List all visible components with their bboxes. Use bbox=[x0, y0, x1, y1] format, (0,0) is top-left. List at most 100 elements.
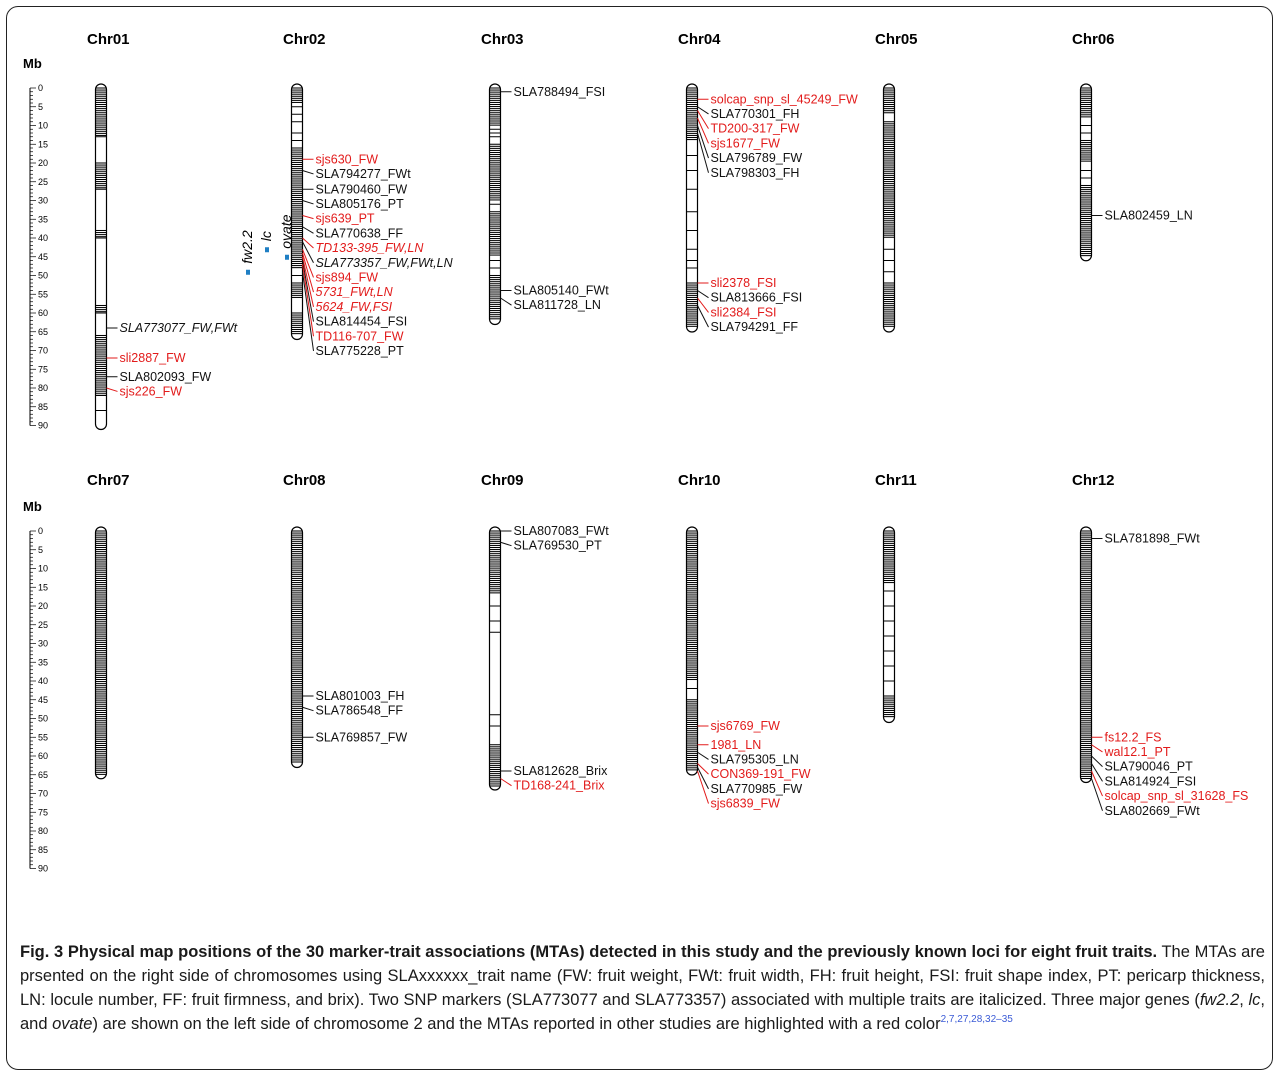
marker-connector bbox=[302, 249, 314, 278]
marker-label: SLA786548_FF bbox=[316, 704, 404, 718]
chromosome-title: Chr03 bbox=[481, 31, 524, 48]
axis-tick-label: 5 bbox=[38, 545, 43, 555]
caption-gene-fw22: fw2.2 bbox=[1199, 991, 1240, 1009]
marker-label: SLA775228_PT bbox=[316, 344, 405, 358]
marker-connector bbox=[697, 110, 709, 129]
marker-connector bbox=[697, 305, 709, 328]
chromosome-bar bbox=[882, 526, 896, 724]
axis-tick-label: 5 bbox=[38, 102, 43, 112]
marker-label: SLA773357_FW,FWt,LN bbox=[316, 256, 454, 270]
marker-label: SLA781898_FWt bbox=[1105, 532, 1201, 546]
caption-sep: , and bbox=[20, 991, 1265, 1033]
marker-label: SLA795305_LN bbox=[711, 752, 799, 766]
marker-label: wal12.1_PT bbox=[1104, 745, 1171, 759]
marker-label: SLA770985_FW bbox=[711, 782, 803, 796]
marker-connector bbox=[500, 297, 512, 306]
marker-label: sjs630_FW bbox=[316, 152, 379, 166]
axis-tick-label: 30 bbox=[38, 639, 48, 649]
marker-label: SLA802459_LN bbox=[1105, 209, 1193, 223]
marker-label: SLA814454_FSI bbox=[316, 315, 408, 329]
marker-connector bbox=[1091, 744, 1103, 753]
chromosome-chr05: Chr05 bbox=[875, 31, 918, 333]
marker-label: SLA796789_FW bbox=[711, 151, 803, 165]
gene-marker bbox=[285, 254, 289, 260]
chromosome-chr03: Chr03 SLA788494_FSI SLA805140_FWtSLA811728… bbox=[481, 31, 609, 326]
marker-connector bbox=[302, 256, 314, 307]
axis-tick-label: 55 bbox=[38, 289, 48, 299]
axis-tick-label: 15 bbox=[38, 139, 48, 149]
marker-connector bbox=[302, 237, 314, 249]
axis-tick-label: 15 bbox=[38, 582, 48, 592]
marker-connector bbox=[302, 271, 314, 352]
marker-connector bbox=[697, 132, 709, 173]
axis-tick-label: 25 bbox=[38, 177, 48, 187]
marker-label: SLA811728_LN bbox=[514, 298, 601, 312]
marker-connector bbox=[106, 387, 118, 392]
chromosome-title: Chr01 bbox=[87, 31, 130, 48]
axis-tick-label: 45 bbox=[38, 252, 48, 262]
caption-gene-ovate: ovate bbox=[52, 1015, 93, 1033]
marker-label: SLA794277_FWt bbox=[316, 167, 412, 181]
figure-caption: Fig. 3 Physical map positions of the 30 … bbox=[20, 940, 1265, 1036]
marker-label: SLA812628_Brix bbox=[514, 764, 609, 778]
chromosome-title: Chr08 bbox=[283, 472, 326, 489]
axis-tick-label: 10 bbox=[38, 564, 48, 574]
marker-label: SLA769530_PT bbox=[514, 539, 603, 553]
marker-label: CON369-191_FW bbox=[711, 767, 811, 781]
chromosome-chr10: Chr10 sjs6769_FW 1981_LNSLA795305_LNCON369… bbox=[678, 472, 811, 811]
marker-label: solcap_snp_sl_31628_FS bbox=[1105, 789, 1249, 803]
axis-tick-label: 35 bbox=[38, 214, 48, 224]
marker-connector bbox=[1091, 778, 1103, 811]
axis-tick-label: 85 bbox=[38, 402, 48, 412]
marker-label: SLA790460_FW bbox=[316, 182, 408, 196]
caption-text: The MTAs are prsented on the right side … bbox=[20, 943, 1265, 1009]
marker-label: sjs6839_FW bbox=[711, 797, 781, 811]
marker-connector bbox=[697, 125, 709, 159]
marker-label: sjs639_PT bbox=[316, 212, 375, 226]
axis-tick-label: 40 bbox=[38, 676, 48, 686]
marker-label: fs12.2_FS bbox=[1105, 730, 1162, 744]
marker-connector bbox=[302, 264, 314, 337]
axis-tick-label: 70 bbox=[38, 789, 48, 799]
marker-label: sjs6769_FW bbox=[711, 719, 781, 733]
axis-tick-label: 50 bbox=[38, 714, 48, 724]
marker-connector bbox=[302, 252, 314, 293]
marker-connector bbox=[697, 117, 709, 144]
axis-tick-label: 20 bbox=[38, 601, 48, 611]
chromosome-chr06: Chr06 SLA802459_LN bbox=[1072, 31, 1193, 262]
marker-label: SLA798303_FH bbox=[711, 166, 800, 180]
marker-connector bbox=[302, 170, 314, 175]
caption-gene-lc: lc bbox=[1248, 991, 1261, 1009]
marker-label: sli2378_FSI bbox=[711, 276, 777, 290]
chromosome-title: Chr06 bbox=[1072, 31, 1115, 48]
marker-connector bbox=[302, 241, 314, 263]
physical-map: Mb051015202530354045505560657075808590Mb… bbox=[23, 31, 1248, 874]
marker-label: SLA802669_FWt bbox=[1105, 804, 1201, 818]
axis-tick-label: 0 bbox=[38, 526, 43, 536]
chromosome-chr04: Chr04 solcap_snp_sl_45249_FWSLA770301_FHT… bbox=[678, 31, 858, 334]
marker-connector bbox=[500, 541, 512, 547]
axis-tick-label: 90 bbox=[38, 421, 48, 431]
caption-sep: , bbox=[1239, 991, 1249, 1009]
axis-tick-label: 80 bbox=[38, 383, 48, 393]
marker-label: SLA790046_PT bbox=[1105, 760, 1194, 774]
chromosome-chr02: Chr02sjs630_FWSLA794277_FWtSLA790460_FWS… bbox=[239, 31, 454, 358]
marker-connector bbox=[302, 215, 314, 220]
marker-label: sjs894_FW bbox=[316, 270, 379, 284]
axis-tick-label: 10 bbox=[38, 121, 48, 131]
marker-connector bbox=[1091, 763, 1103, 782]
marker-connector bbox=[697, 106, 709, 115]
axis-tick-label: 35 bbox=[38, 657, 48, 667]
axis-tick-label: 75 bbox=[38, 364, 48, 374]
gene-label: lc bbox=[258, 231, 274, 241]
marker-label: SLA801003_FH bbox=[316, 689, 405, 703]
marker-connector bbox=[697, 770, 709, 804]
marker-label: SLA769857_FW bbox=[316, 730, 408, 744]
axis-unit-label: Mb bbox=[23, 56, 42, 71]
chromosome-chr12: Chr12SLA781898_FWtfs12.2_FSwal12.1_PTSLA… bbox=[1072, 472, 1248, 818]
marker-label: SLA807083_FWt bbox=[514, 524, 610, 538]
marker-label: SLA770301_FH bbox=[711, 107, 800, 121]
axis-tick-label: 80 bbox=[38, 826, 48, 836]
marker-connector bbox=[302, 200, 314, 205]
